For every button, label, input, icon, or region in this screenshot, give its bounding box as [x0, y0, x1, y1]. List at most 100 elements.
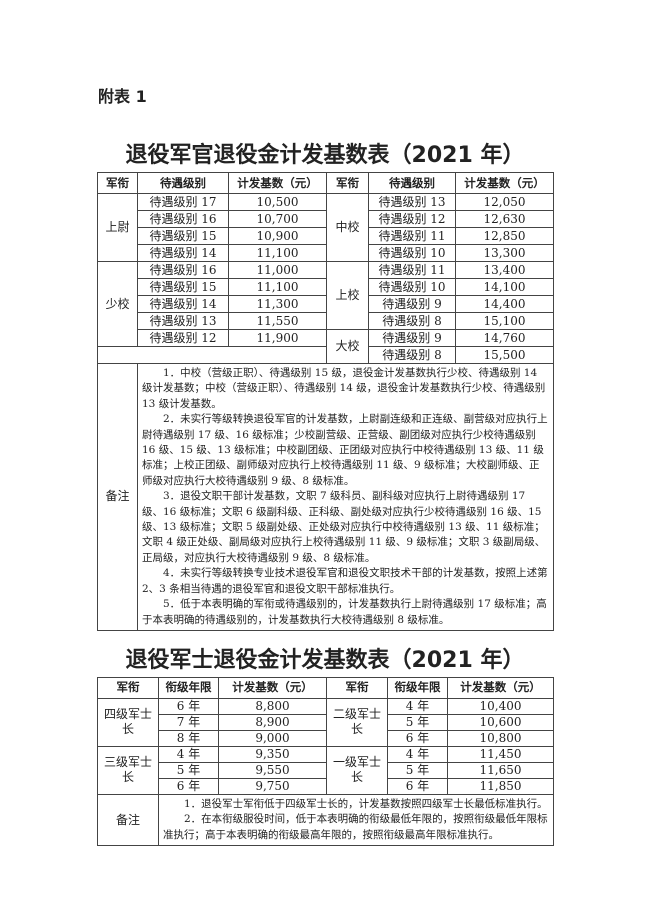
level-cell: 待遇级别 11	[368, 261, 456, 279]
level-cell: 待遇级别 8	[368, 346, 456, 364]
level-cell: 待遇级别 16	[137, 210, 229, 228]
note-item: 3．退役文职干部计发基数，文职 7 级科员、副科级对应执行上尉待遇级别 17 级…	[142, 490, 546, 564]
table-row: 待遇级别 14 11,100 待遇级别 10 13,300	[98, 244, 554, 262]
notes-cell: 1．退役军士军衔低于四级军士长的，计发基数按照四级军士长最低标准执行。 2．在本衔…	[158, 793, 554, 847]
column-header: 军衔	[326, 676, 388, 699]
base-amount-cell: 10,500	[228, 193, 327, 211]
note-item: 1．退役军士军衔低于四级军士长的，计发基数按照四级军士长最低标准执行。	[184, 797, 548, 810]
base-amount-cell: 11,650	[447, 761, 554, 779]
officer-table: 军衔 待遇级别 计发基数（元） 军衔 待遇级别 计发基数（元） 上尉 待遇级别 17 10,50…	[97, 172, 554, 631]
level-cell: 待遇级别 9	[368, 329, 456, 347]
level-cell: 5 年	[387, 713, 448, 731]
base-amount-cell: 9,000	[218, 729, 327, 747]
base-amount-cell: 12,850	[455, 227, 554, 245]
base-amount-cell: 11,550	[228, 312, 327, 330]
level-cell: 待遇级别 12	[368, 210, 456, 228]
table-row: 待遇级别 16 10,700 待遇级别 12 12,630	[98, 210, 554, 228]
table-row: 少校 待遇级别 16 11,000 上校 待遇级别 11 13,400	[97, 261, 554, 347]
level-cell: 6 年	[158, 697, 219, 715]
rank-cell: 三级军士长	[97, 745, 159, 795]
rank-cell: 二级军士长	[326, 697, 388, 747]
base-amount-cell: 13,400	[455, 261, 554, 279]
table-row: 三级军士长 4 年 9,350 一级军士长 4 年 11,450	[97, 745, 554, 795]
header-row: 军衔 待遇级别 计发基数（元） 军衔 待遇级别 计发基数（元）	[97, 172, 554, 194]
base-amount-cell: 14,400	[455, 295, 554, 313]
table-row: 四级军士长 6 年 8,800 二级军士长 4 年 10,400	[97, 697, 554, 747]
base-amount-cell: 11,000	[228, 261, 327, 279]
level-cell: 7 年	[158, 713, 219, 731]
table-row: 待遇级别 15 10,900 待遇级别 11 12,850	[98, 227, 554, 245]
rank-cell: 少校	[97, 261, 138, 347]
base-amount-cell: 11,900	[228, 329, 327, 347]
table-row: 待遇级别 14 11,300 待遇级别 9 14,400	[98, 295, 554, 313]
column-header: 衔级年限	[158, 676, 219, 699]
table-row: 7 年 8,900 5 年 10,600	[98, 713, 554, 731]
base-amount-cell: 10,900	[228, 227, 327, 245]
notes-label: 备注	[97, 793, 159, 847]
column-header: 军衔	[97, 172, 138, 194]
level-cell: 待遇级别 10	[368, 244, 456, 262]
base-amount-cell: 11,100	[228, 244, 327, 262]
note-item: 5．低于本表明确的军衔或待遇级别的，计发基数执行上尉待遇级别 17 级标准；高于…	[142, 598, 547, 626]
column-header: 军衔	[97, 676, 159, 699]
level-cell: 4 年	[387, 745, 448, 763]
table-row: 8 年 9,000 6 年 10,800	[98, 729, 554, 747]
base-amount-cell: 9,350	[218, 745, 327, 763]
base-amount-cell: 15,100	[455, 312, 554, 330]
table-row: 5 年 9,550 5 年 11,650	[98, 761, 554, 779]
level-cell: 6 年	[387, 777, 448, 795]
soldier-table: 军衔 衔级年限 计发基数（元） 军衔 衔级年限 计发基数（元） 四级军士长 6 年 8,800 二…	[97, 676, 554, 847]
base-amount-cell: 14,100	[455, 278, 554, 296]
table-row: 待遇级别 8 15,500	[97, 346, 554, 364]
level-cell: 待遇级别 13	[137, 312, 229, 330]
rank-cell: 上尉	[97, 193, 138, 262]
base-amount-cell: 11,100	[228, 278, 327, 296]
column-header: 计发基数（元）	[218, 676, 327, 699]
level-cell: 6 年	[158, 777, 219, 795]
notes-row: 备注 1．退役军士军衔低于四级军士长的，计发基数按照四级军士长最低标准执行。 2．在…	[97, 793, 554, 847]
base-amount-cell: 12,050	[455, 193, 554, 211]
level-cell: 待遇级别 15	[137, 227, 229, 245]
base-amount-cell: 12,630	[455, 210, 554, 228]
note-item: 2．在本衔级服役时间，低于本表明确的衔级最低年限的，按照衔级最低年限标准执行；高…	[163, 813, 548, 841]
column-header: 衔级年限	[387, 676, 448, 699]
table-row: 6 年 9,750 6 年 11,850	[98, 777, 554, 795]
level-cell: 8 年	[158, 729, 219, 747]
level-cell: 待遇级别 17	[137, 193, 229, 211]
empty-cell	[97, 346, 327, 364]
base-amount-cell: 10,600	[447, 713, 554, 731]
level-cell: 待遇级别 10	[368, 278, 456, 296]
level-cell: 待遇级别 13	[368, 193, 456, 211]
table-row: 待遇级别 13 11,550 待遇级别 8 15,100	[98, 312, 554, 330]
notes-row: 备注 1．中校（营级正职）、待遇级别 15 级，退役金计发基数执行少校、待遇级别 …	[97, 363, 554, 631]
level-cell: 待遇级别 9	[368, 295, 456, 313]
rank-cell: 四级军士长	[97, 697, 159, 747]
column-header: 计发基数（元）	[228, 172, 327, 194]
note-item: 2．未实行等级转换退役军官的计发基数，上尉副连级和正连级、副营级对应执行上尉待遇…	[142, 413, 548, 487]
table-row: 上尉 待遇级别 17 10,500 中校 待遇级别 13 12,050	[97, 193, 554, 262]
level-cell: 待遇级别 11	[368, 227, 456, 245]
base-amount-cell: 15,500	[455, 346, 554, 364]
appendix-label: 附表 1	[98, 87, 147, 106]
header-row: 军衔 衔级年限 计发基数（元） 军衔 衔级年限 计发基数（元）	[97, 676, 554, 699]
rank-cell: 中校	[326, 193, 369, 262]
base-amount-cell: 13,300	[455, 244, 554, 262]
level-cell: 待遇级别 16	[137, 261, 229, 279]
base-amount-cell: 10,400	[447, 697, 554, 715]
level-cell: 4 年	[158, 745, 219, 763]
column-header: 计发基数（元）	[455, 172, 554, 194]
level-cell: 待遇级别 14	[137, 295, 229, 313]
notes-cell: 1．中校（营级正职）、待遇级别 15 级，退役金计发基数执行少校、待遇级别 14…	[137, 363, 554, 631]
officer-table-title: 退役军官退役金计发基数表（2021 年）	[125, 143, 525, 168]
column-header: 计发基数（元）	[447, 676, 554, 699]
level-cell: 待遇级别 12	[137, 329, 229, 347]
note-item: 1．中校（营级正职）、待遇级别 15 级，退役金计发基数执行少校、待遇级别 14…	[142, 367, 546, 410]
base-amount-cell: 8,900	[218, 713, 327, 731]
base-amount-cell: 11,450	[447, 745, 554, 763]
notes-label: 备注	[97, 363, 138, 631]
column-header: 待遇级别	[137, 172, 229, 194]
base-amount-cell: 11,300	[228, 295, 327, 313]
level-cell: 待遇级别 15	[137, 278, 229, 296]
base-amount-cell: 9,750	[218, 777, 327, 795]
column-header: 军衔	[326, 172, 369, 194]
